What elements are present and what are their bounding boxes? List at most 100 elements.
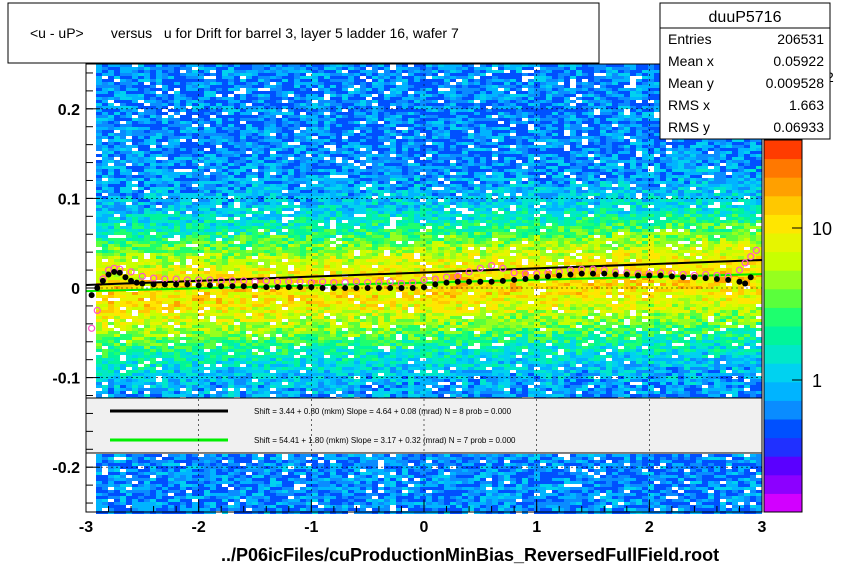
heatmap-cell xyxy=(288,328,294,331)
heatmap-cell xyxy=(198,496,204,499)
heatmap-cell xyxy=(192,358,198,361)
heatmap-cell xyxy=(114,508,120,511)
heatmap-cell xyxy=(282,124,288,127)
heatmap-cell xyxy=(192,295,198,298)
heatmap-cell xyxy=(270,76,276,79)
heatmap-cell xyxy=(240,169,246,172)
heatmap-cell xyxy=(294,499,300,502)
heatmap-cell xyxy=(168,256,174,259)
heatmap-cell xyxy=(192,169,198,172)
heatmap-cell xyxy=(318,493,324,496)
heatmap-cell xyxy=(324,169,330,172)
heatmap-cell xyxy=(174,187,180,190)
heatmap-cell xyxy=(198,346,204,349)
heatmap-cell xyxy=(270,175,276,178)
heatmap-cell xyxy=(192,97,198,100)
heatmap-cell xyxy=(168,235,174,238)
heatmap-cell xyxy=(102,376,108,379)
heatmap-cell xyxy=(108,172,114,175)
heatmap-cell xyxy=(210,214,216,217)
heatmap-cell xyxy=(186,466,192,469)
heatmap-cell xyxy=(132,274,138,277)
heatmap-cell xyxy=(234,190,240,193)
heatmap-cell xyxy=(180,370,186,373)
heatmap-cell xyxy=(168,259,174,262)
heatmap-cell xyxy=(324,280,330,283)
heatmap-cell xyxy=(108,478,114,481)
heatmap-cell xyxy=(240,160,246,163)
heatmap-cell xyxy=(276,472,282,475)
heatmap-cell xyxy=(102,136,108,139)
heatmap-cell xyxy=(276,133,282,136)
heatmap-cell xyxy=(156,385,162,388)
heatmap-cell xyxy=(192,247,198,250)
heatmap-cell xyxy=(114,91,120,94)
heatmap-cell xyxy=(306,211,312,214)
heatmap-cell xyxy=(198,334,204,337)
heatmap-cell xyxy=(108,328,114,331)
heatmap-cell xyxy=(150,265,156,268)
heatmap-cell xyxy=(234,394,240,397)
heatmap-cell xyxy=(264,469,270,472)
heatmap-cell xyxy=(186,196,192,199)
heatmap-cell xyxy=(192,256,198,259)
heatmap-cell xyxy=(264,214,270,217)
heatmap-cell xyxy=(222,130,228,133)
heatmap-cell xyxy=(324,82,330,85)
heatmap-cell xyxy=(150,88,156,91)
heatmap-cell xyxy=(240,349,246,352)
heatmap-cell xyxy=(162,250,168,253)
heatmap-cell xyxy=(318,508,324,511)
heatmap-cell xyxy=(294,370,300,373)
heatmap-cell xyxy=(180,268,186,271)
heatmap-cell xyxy=(228,190,234,193)
heatmap-cell xyxy=(306,94,312,97)
heatmap-cell xyxy=(174,307,180,310)
heatmap-cell xyxy=(210,490,216,493)
heatmap-cell xyxy=(192,349,198,352)
heatmap-cell xyxy=(114,382,120,385)
heatmap-cell xyxy=(150,172,156,175)
heatmap-cell xyxy=(198,340,204,343)
heatmap-cell xyxy=(282,103,288,106)
heatmap-cell xyxy=(336,187,342,190)
heatmap-cell xyxy=(162,181,168,184)
heatmap-cell xyxy=(234,289,240,292)
heatmap-cell xyxy=(270,238,276,241)
heatmap-cell xyxy=(132,130,138,133)
heatmap-cell xyxy=(144,454,150,457)
heatmap-cell xyxy=(174,382,180,385)
heatmap-cell xyxy=(192,172,198,175)
heatmap-cell xyxy=(306,322,312,325)
heatmap-cell xyxy=(186,67,192,70)
heatmap-cell xyxy=(144,70,150,73)
heatmap-cell xyxy=(318,103,324,106)
heatmap-cell xyxy=(120,64,126,67)
heatmap-cell xyxy=(306,91,312,94)
heatmap-cell xyxy=(216,106,222,109)
heatmap-cell xyxy=(288,88,294,91)
heatmap-cell xyxy=(234,361,240,364)
heatmap-cell xyxy=(198,337,204,340)
heatmap-cell xyxy=(144,463,150,466)
heatmap-cell xyxy=(240,244,246,247)
heatmap-cell xyxy=(216,295,222,298)
heatmap-cell xyxy=(120,91,126,94)
heatmap-cell xyxy=(192,160,198,163)
heatmap-cell xyxy=(240,217,246,220)
heatmap-cell xyxy=(258,508,264,511)
heatmap-cell xyxy=(144,313,150,316)
heatmap-cell xyxy=(114,205,120,208)
heatmap-cell xyxy=(240,184,246,187)
heatmap-cell xyxy=(138,130,144,133)
heatmap-cell xyxy=(288,508,294,511)
heatmap-cell xyxy=(288,154,294,157)
heatmap-cell xyxy=(198,139,204,142)
heatmap-cell xyxy=(120,160,126,163)
heatmap-cell xyxy=(282,241,288,244)
heatmap-cell xyxy=(324,469,330,472)
heatmap-cell xyxy=(174,463,180,466)
heatmap-cell xyxy=(336,181,342,184)
heatmap-cell xyxy=(150,97,156,100)
heatmap-cell xyxy=(318,337,324,340)
